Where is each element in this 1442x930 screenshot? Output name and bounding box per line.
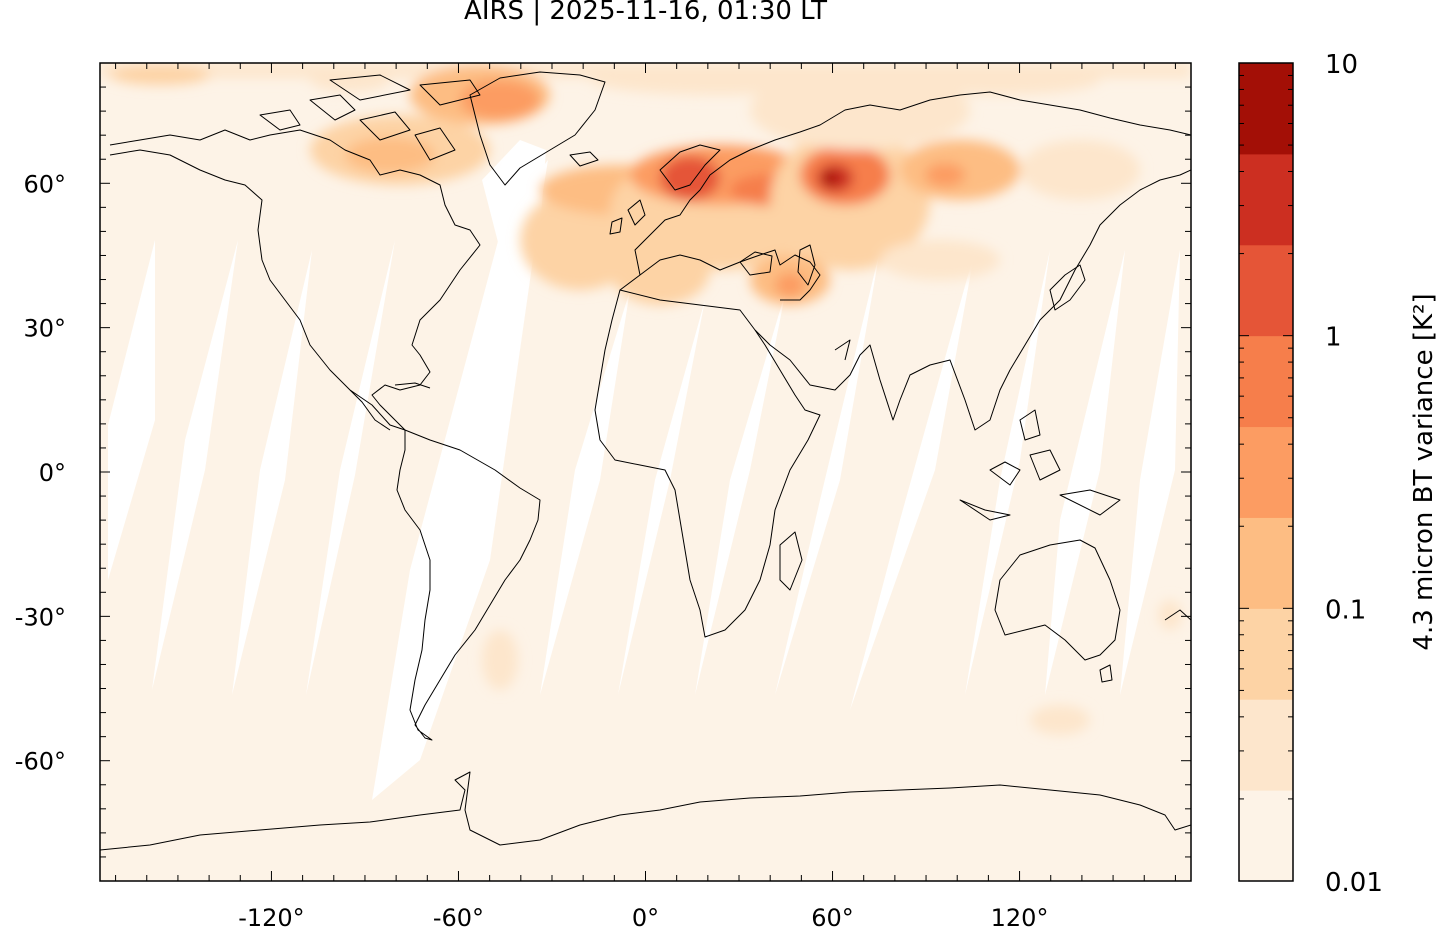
x-tick-label: 120°: [991, 904, 1049, 930]
colorbar-segment: [1239, 244, 1293, 337]
y-tick-label: 60°: [23, 170, 66, 198]
colorbar-frame: [1238, 62, 1294, 882]
y-tick-label: -30°: [15, 603, 66, 631]
colorbar-tick-label: 0.1: [1325, 595, 1366, 625]
colorbar-tick-labels: 10 1 0.1 0.01: [1325, 50, 1383, 898]
colorbar-segment: [1239, 426, 1293, 518]
x-tick-label: -120°: [238, 904, 304, 930]
colorbar-tick-label: 10: [1325, 50, 1358, 80]
colorbar-segment: [1239, 517, 1293, 609]
x-axis-tick-labels: -120° -60° 0° 60° 120°: [238, 904, 1048, 930]
coastlines: [100, 71, 1191, 851]
x-tick-label: 60°: [811, 904, 854, 930]
colorbar-segment: [1239, 699, 1293, 791]
map-plot-area: [100, 63, 1191, 881]
colorbar-segment: [1239, 153, 1293, 246]
variance-field: [100, 63, 1191, 735]
y-tick-label: 0°: [39, 459, 66, 487]
y-axis-tick-labels: 60° 30° 0° -30° -60°: [15, 170, 66, 775]
colorbar-ticks: [1239, 74, 1293, 882]
colorbar-segment: [1239, 63, 1293, 155]
colorbar-tick-label: 0.01: [1325, 868, 1383, 898]
colorbar-label: 4.3 micron BT variance [K²]: [1409, 293, 1439, 650]
x-tick-label: -60°: [433, 904, 484, 930]
x-tick-label: 0°: [632, 904, 659, 930]
map-title: AIRS | 2025-11-16, 01:30 LT: [464, 0, 827, 26]
y-tick-label: 30°: [23, 315, 66, 343]
y-tick-label: -60°: [15, 748, 66, 776]
colorbar-segment: [1239, 790, 1293, 882]
colorbar-segment: [1239, 335, 1293, 428]
axis-ticks: [100, 63, 1191, 881]
colorbar-tick-label: 1: [1325, 323, 1342, 353]
colorbar: [1238, 62, 1294, 882]
colorbar-segment: [1239, 608, 1293, 700]
